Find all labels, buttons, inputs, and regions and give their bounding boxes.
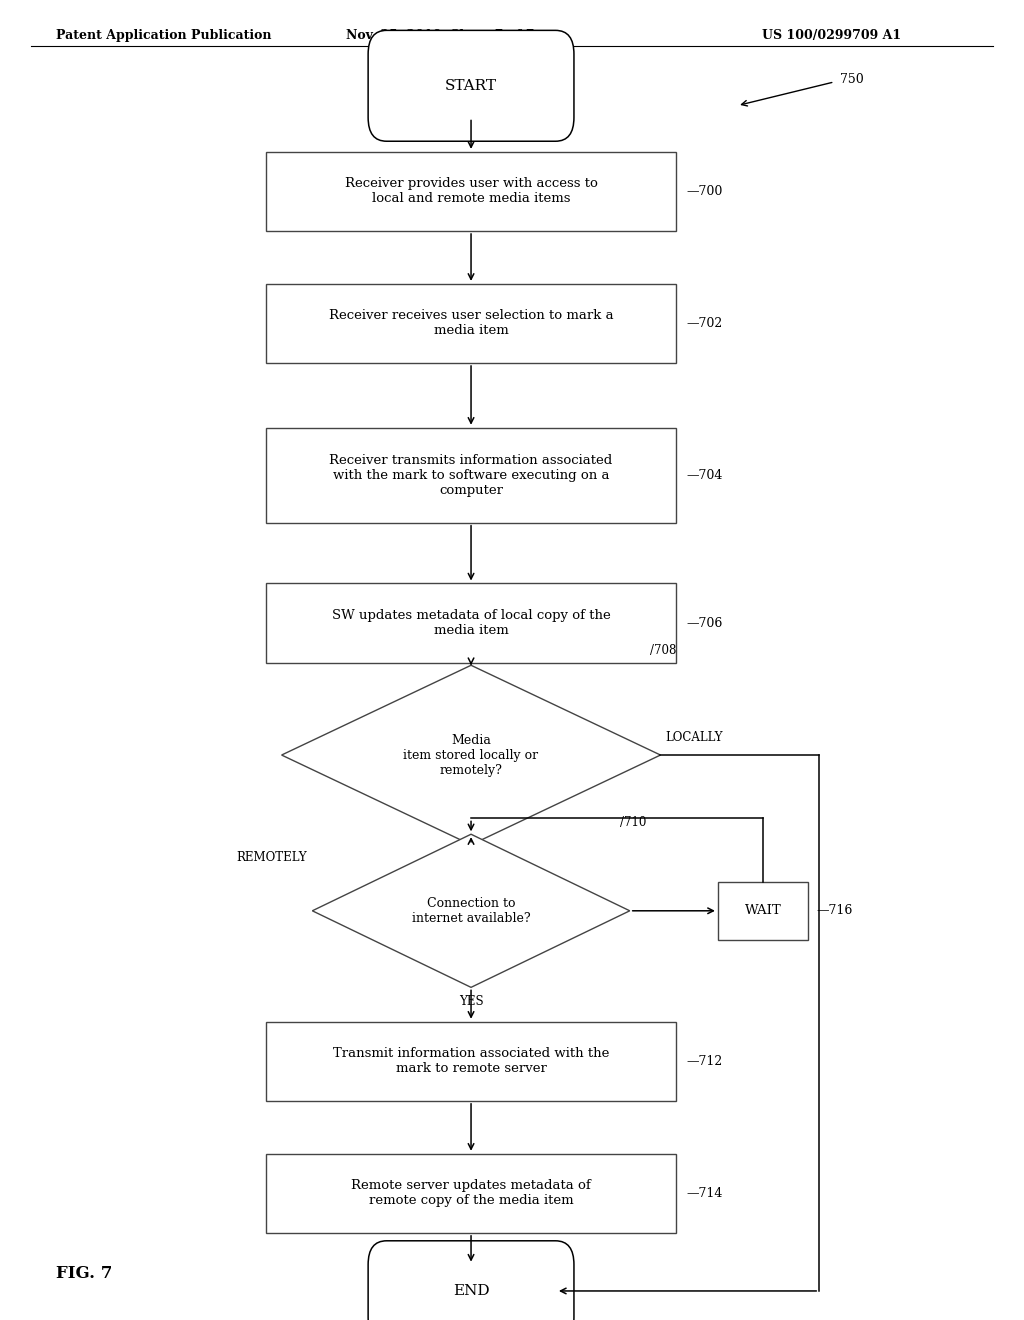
Text: START: START — [445, 79, 497, 92]
Text: —700: —700 — [686, 185, 723, 198]
Text: —714: —714 — [686, 1187, 723, 1200]
Bar — [266, 583, 676, 663]
Text: YES: YES — [459, 995, 483, 1008]
Text: Connection to
internet available?: Connection to internet available? — [412, 896, 530, 925]
Text: /708: /708 — [650, 644, 677, 657]
Polygon shape — [312, 834, 630, 987]
Bar — [718, 882, 808, 940]
Bar — [266, 1154, 676, 1233]
Text: Receiver provides user with access to
local and remote media items: Receiver provides user with access to lo… — [345, 177, 597, 206]
Bar — [266, 1022, 676, 1101]
Text: SW updates metadata of local copy of the
media item: SW updates metadata of local copy of the… — [332, 609, 610, 638]
Text: Media
item stored locally or
remotely?: Media item stored locally or remotely? — [403, 734, 539, 776]
Text: Receiver receives user selection to mark a
media item: Receiver receives user selection to mark… — [329, 309, 613, 338]
Text: LOCALLY: LOCALLY — [666, 731, 723, 744]
Text: Patent Application Publication: Patent Application Publication — [56, 29, 271, 42]
Bar — [266, 284, 676, 363]
Bar — [266, 152, 676, 231]
Text: 750: 750 — [840, 73, 863, 86]
Bar — [266, 428, 676, 523]
Text: US 100/0299709 A1: US 100/0299709 A1 — [762, 29, 901, 42]
Text: —702: —702 — [686, 317, 722, 330]
FancyBboxPatch shape — [369, 1241, 573, 1320]
Polygon shape — [282, 665, 660, 845]
Text: Transmit information associated with the
mark to remote server: Transmit information associated with the… — [333, 1047, 609, 1076]
Text: Receiver transmits information associated
with the mark to software executing on: Receiver transmits information associate… — [330, 454, 612, 496]
Text: END: END — [453, 1284, 489, 1298]
Text: FIG. 7: FIG. 7 — [56, 1266, 113, 1282]
Text: /710: /710 — [620, 816, 646, 829]
Text: —706: —706 — [686, 616, 723, 630]
Text: —712: —712 — [686, 1055, 722, 1068]
Text: —704: —704 — [686, 469, 723, 482]
Text: REMOTELY: REMOTELY — [237, 851, 307, 865]
Text: WAIT: WAIT — [744, 904, 781, 917]
FancyBboxPatch shape — [369, 30, 573, 141]
Text: —716: —716 — [816, 904, 853, 917]
Text: Nov. 25, 2010  Sheet 7 of 7: Nov. 25, 2010 Sheet 7 of 7 — [346, 29, 535, 42]
Text: Remote server updates metadata of
remote copy of the media item: Remote server updates metadata of remote… — [351, 1179, 591, 1208]
